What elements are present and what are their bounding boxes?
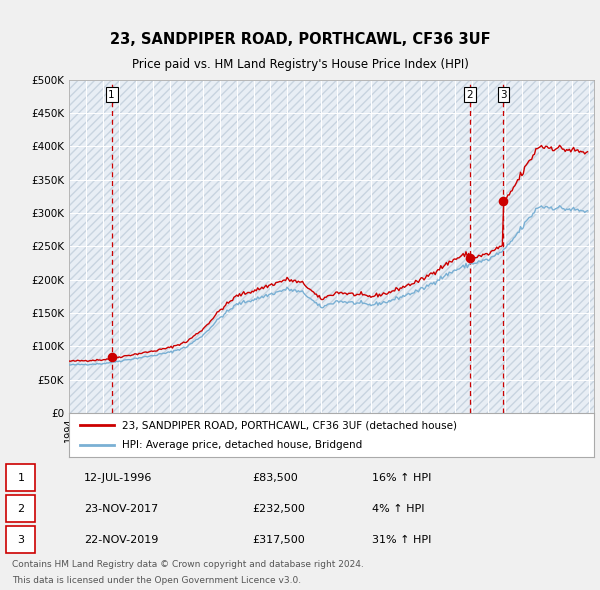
Text: 23-NOV-2017: 23-NOV-2017 <box>84 504 158 514</box>
Text: HPI: Average price, detached house, Bridgend: HPI: Average price, detached house, Brid… <box>121 440 362 450</box>
Text: Price paid vs. HM Land Registry's House Price Index (HPI): Price paid vs. HM Land Registry's House … <box>131 58 469 71</box>
Text: 23, SANDPIPER ROAD, PORTHCAWL, CF36 3UF: 23, SANDPIPER ROAD, PORTHCAWL, CF36 3UF <box>110 32 490 47</box>
Text: 2: 2 <box>467 90 473 100</box>
Text: £83,500: £83,500 <box>252 473 298 483</box>
Text: £232,500: £232,500 <box>252 504 305 514</box>
Text: 3: 3 <box>17 535 25 545</box>
Text: 23, SANDPIPER ROAD, PORTHCAWL, CF36 3UF (detached house): 23, SANDPIPER ROAD, PORTHCAWL, CF36 3UF … <box>121 421 457 430</box>
Point <box>465 253 475 263</box>
Text: 22-NOV-2019: 22-NOV-2019 <box>84 535 158 545</box>
Text: Contains HM Land Registry data © Crown copyright and database right 2024.: Contains HM Land Registry data © Crown c… <box>12 560 364 569</box>
Text: This data is licensed under the Open Government Licence v3.0.: This data is licensed under the Open Gov… <box>12 576 301 585</box>
Text: 1: 1 <box>17 473 25 483</box>
Text: 31% ↑ HPI: 31% ↑ HPI <box>372 535 431 545</box>
Text: 1: 1 <box>108 90 115 100</box>
Text: 3: 3 <box>500 90 507 100</box>
FancyBboxPatch shape <box>6 464 35 491</box>
Bar <box>69 80 594 413</box>
FancyBboxPatch shape <box>6 496 35 522</box>
Text: 4% ↑ HPI: 4% ↑ HPI <box>372 504 425 514</box>
Text: 16% ↑ HPI: 16% ↑ HPI <box>372 473 431 483</box>
Text: £317,500: £317,500 <box>252 535 305 545</box>
Text: 2: 2 <box>17 504 25 514</box>
Point <box>107 353 116 362</box>
Text: 12-JUL-1996: 12-JUL-1996 <box>84 473 152 483</box>
FancyBboxPatch shape <box>6 526 35 553</box>
Point <box>499 196 508 206</box>
